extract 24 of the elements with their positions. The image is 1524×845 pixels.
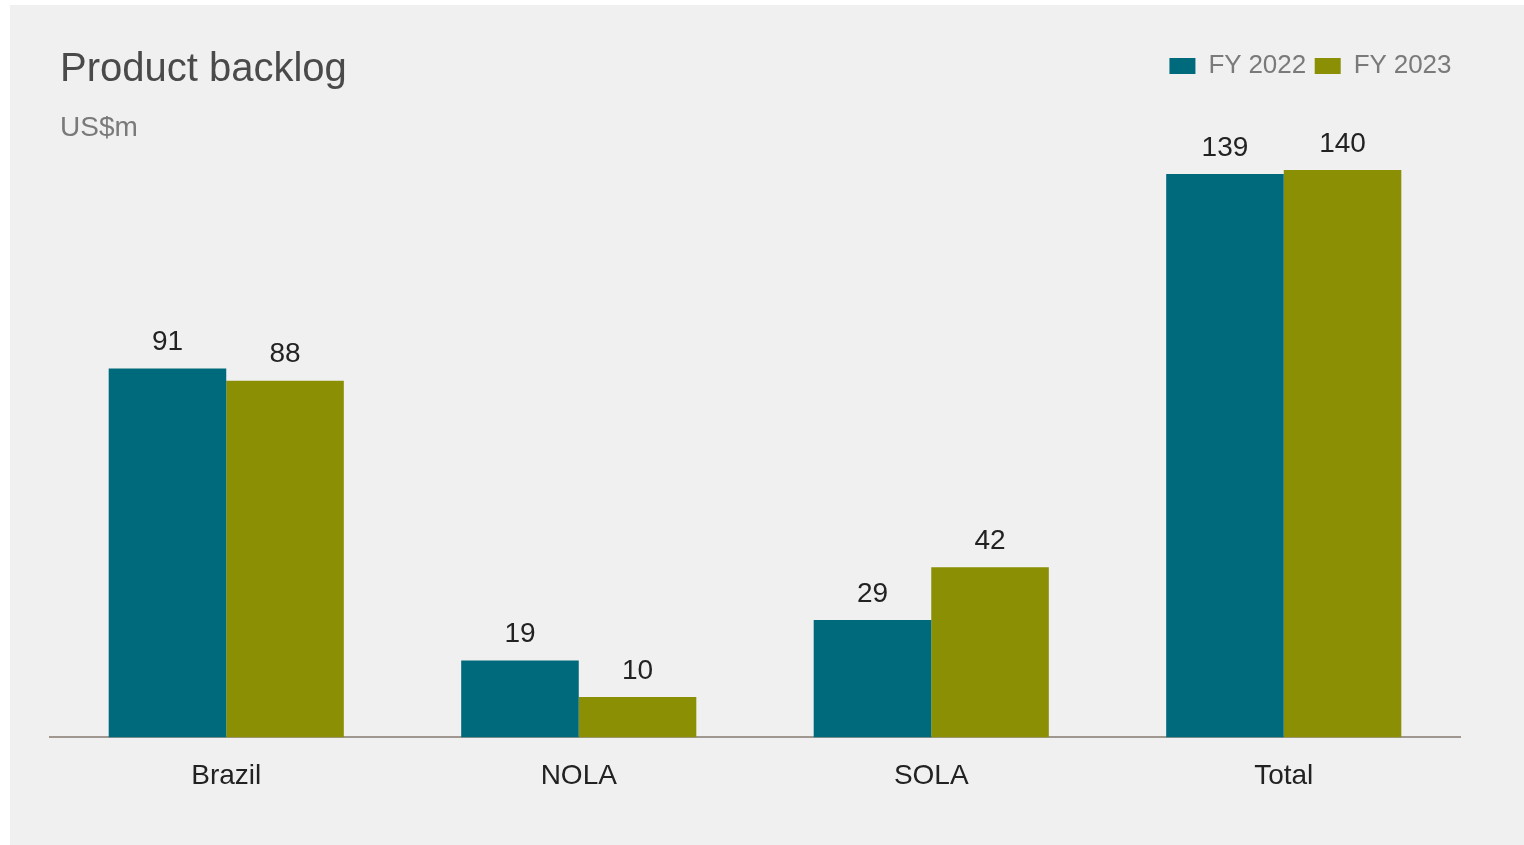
x-tick-label: SOLA [893, 758, 969, 790]
bar [813, 619, 932, 738]
data-label: 140 [1319, 126, 1366, 158]
data-label: 88 [269, 337, 301, 369]
data-label: 42 [974, 523, 1006, 555]
bar [1166, 174, 1284, 738]
x-tick-label: Total [1254, 758, 1314, 790]
bar [931, 567, 1049, 738]
x-tick-label: NOLA [540, 758, 618, 790]
bar [461, 660, 579, 738]
bar [578, 696, 697, 738]
legend-label: FY 2022 [1208, 49, 1307, 80]
data-label: 10 [621, 653, 654, 685]
bar [226, 380, 344, 738]
data-label: 19 [504, 617, 536, 649]
chart-title: Product backlog [60, 45, 347, 90]
legend-label: FY 2023 [1353, 49, 1452, 80]
data-label: 91 [151, 325, 184, 357]
data-label: 139 [1201, 130, 1249, 162]
x-tick-label: Brazil [191, 758, 262, 790]
chart-subtitle: US$m [60, 111, 138, 143]
bar [1283, 170, 1402, 738]
bar [108, 368, 227, 738]
data-label: 29 [856, 576, 889, 608]
